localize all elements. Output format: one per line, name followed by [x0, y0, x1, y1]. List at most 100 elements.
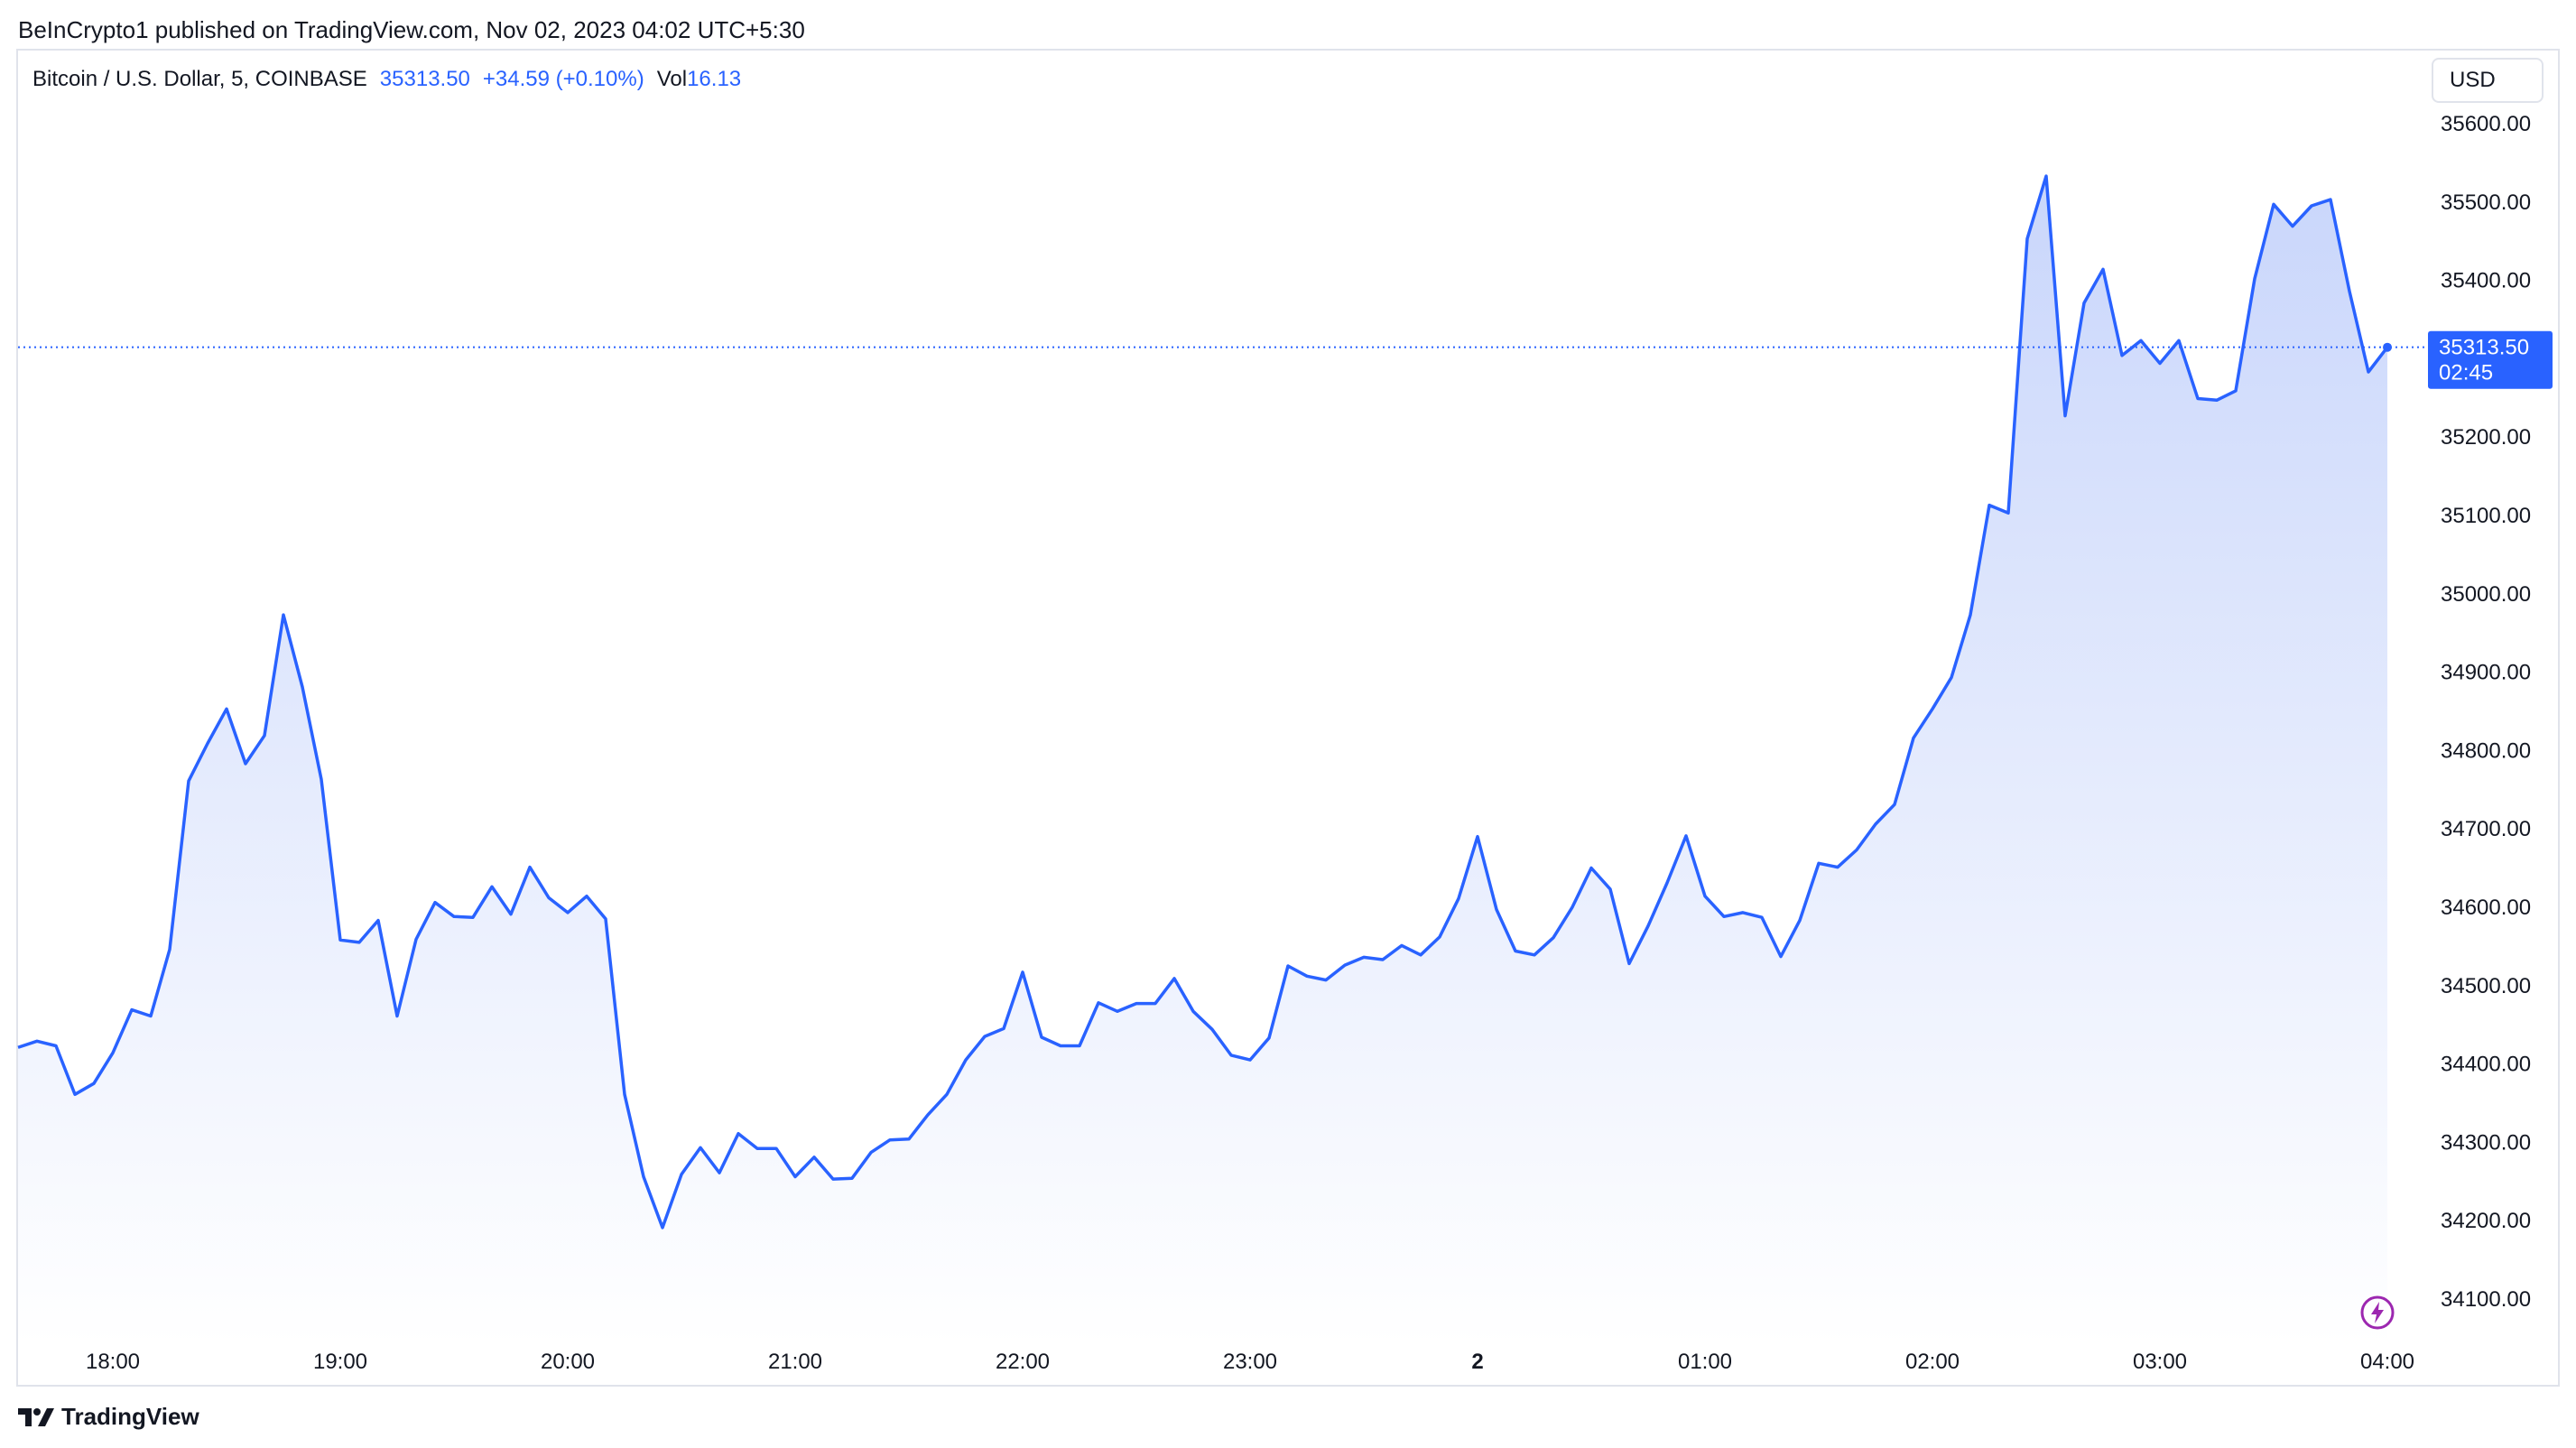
price-point[interactable]	[2118, 352, 2126, 359]
price-point[interactable]	[1986, 502, 1993, 509]
price-point[interactable]	[2232, 387, 2239, 394]
price-point[interactable]	[1228, 1052, 1235, 1059]
price-point[interactable]	[2308, 202, 2315, 209]
price-point[interactable]	[1512, 948, 1519, 955]
price-point[interactable]	[1948, 674, 1955, 682]
price-point[interactable]	[697, 1144, 704, 1151]
lightning-bolt-icon[interactable]	[2359, 1295, 2395, 1331]
price-point[interactable]	[431, 899, 439, 906]
price-point[interactable]	[1322, 977, 1330, 984]
price-point[interactable]	[1891, 801, 1898, 808]
price-point[interactable]	[1436, 933, 1443, 941]
price-point[interactable]	[526, 864, 533, 871]
price-point[interactable]	[109, 1049, 116, 1056]
price-point[interactable]	[2251, 275, 2258, 283]
price-point[interactable]	[1265, 1035, 1273, 1042]
price-point[interactable]	[1834, 864, 1841, 871]
price-point[interactable]	[962, 1056, 969, 1063]
price-point[interactable]	[2156, 360, 2164, 367]
price-point[interactable]	[621, 1091, 628, 1098]
price-point[interactable]	[1663, 879, 1671, 886]
price-point[interactable]	[678, 1171, 685, 1178]
price-point[interactable]	[1872, 821, 1879, 828]
price-point[interactable]	[1095, 999, 1102, 1007]
price-point[interactable]	[166, 946, 173, 953]
price-point[interactable]	[583, 893, 590, 900]
price-point[interactable]	[90, 1080, 97, 1087]
price-point[interactable]	[337, 936, 344, 943]
price-point[interactable]	[735, 1130, 742, 1137]
price-point[interactable]	[1929, 705, 1936, 712]
price-point[interactable]	[2346, 288, 2353, 295]
price-point[interactable]	[204, 740, 211, 747]
price-point[interactable]	[1171, 975, 1178, 982]
price-point[interactable]	[1682, 832, 1690, 840]
price-point[interactable]	[1152, 1000, 1159, 1007]
tradingview-brand[interactable]: TradingView	[18, 1403, 199, 1431]
price-point[interactable]	[52, 1043, 60, 1050]
price-point[interactable]	[1209, 1026, 1216, 1033]
legend-symbol[interactable]: Bitcoin / U.S. Dollar, 5, COINBASE	[32, 67, 367, 91]
price-point[interactable]	[545, 895, 552, 902]
price-point[interactable]	[261, 732, 268, 739]
price-point[interactable]	[2175, 337, 2182, 344]
price-point[interactable]	[1303, 972, 1311, 979]
price-point[interactable]	[394, 1013, 401, 1020]
price-point[interactable]	[602, 915, 609, 923]
price-point[interactable]	[848, 1174, 856, 1182]
price-point[interactable]	[1341, 961, 1348, 969]
price-point[interactable]	[488, 883, 496, 890]
price-point[interactable]	[2213, 396, 2220, 404]
price-point[interactable]	[2365, 368, 2372, 376]
price-point[interactable]	[2005, 509, 2012, 516]
currency-button[interactable]: USD	[2432, 58, 2544, 103]
price-point[interactable]	[1284, 962, 1292, 970]
price-point[interactable]	[2327, 196, 2334, 203]
price-point[interactable]	[1246, 1056, 1254, 1063]
price-point[interactable]	[2194, 395, 2201, 403]
price-point[interactable]	[1550, 934, 1557, 942]
price-point[interactable]	[1057, 1043, 1064, 1050]
price-point[interactable]	[659, 1224, 666, 1231]
price-point[interactable]	[1474, 833, 1481, 840]
price-point[interactable]	[1019, 969, 1026, 976]
price-point[interactable]	[128, 1007, 135, 1014]
price-point[interactable]	[1000, 1025, 1007, 1032]
price-point[interactable]	[1417, 951, 1424, 959]
price-point[interactable]	[829, 1175, 837, 1183]
price-point[interactable]	[1758, 914, 1765, 921]
price-point[interactable]	[1569, 904, 1576, 911]
price-point[interactable]	[773, 1145, 780, 1152]
price-point[interactable]	[1360, 953, 1367, 961]
price-line[interactable]	[17, 174, 2389, 1230]
price-point[interactable]	[1853, 847, 1860, 854]
price-point[interactable]	[1398, 942, 1405, 949]
price-point[interactable]	[1190, 1007, 1197, 1015]
price-point[interactable]	[1493, 906, 1500, 914]
price-point[interactable]	[943, 1091, 950, 1098]
price-point[interactable]	[2062, 413, 2069, 420]
price-point[interactable]	[905, 1136, 913, 1143]
price-point[interactable]	[754, 1145, 761, 1152]
price-point[interactable]	[71, 1091, 79, 1098]
price-point[interactable]	[1796, 917, 1803, 924]
price-point[interactable]	[318, 775, 325, 783]
price-point[interactable]	[2099, 265, 2107, 273]
price-point[interactable]	[469, 914, 477, 921]
price-point[interactable]	[1038, 1034, 1045, 1041]
price-point[interactable]	[375, 917, 382, 924]
price-point[interactable]	[1379, 956, 1386, 963]
price-point[interactable]	[1455, 895, 1462, 902]
price-point[interactable]	[886, 1137, 894, 1144]
price-point[interactable]	[2080, 300, 2088, 307]
price-point[interactable]	[1815, 859, 1822, 867]
price-point[interactable]	[1739, 909, 1747, 916]
price-point[interactable]	[450, 913, 458, 920]
price-point[interactable]	[981, 1033, 988, 1040]
price-point[interactable]	[1607, 886, 1614, 893]
price-point[interactable]	[1645, 923, 1652, 930]
price-point[interactable]	[242, 760, 249, 767]
price-point[interactable]	[185, 777, 192, 784]
price-point[interactable]	[2289, 223, 2296, 230]
